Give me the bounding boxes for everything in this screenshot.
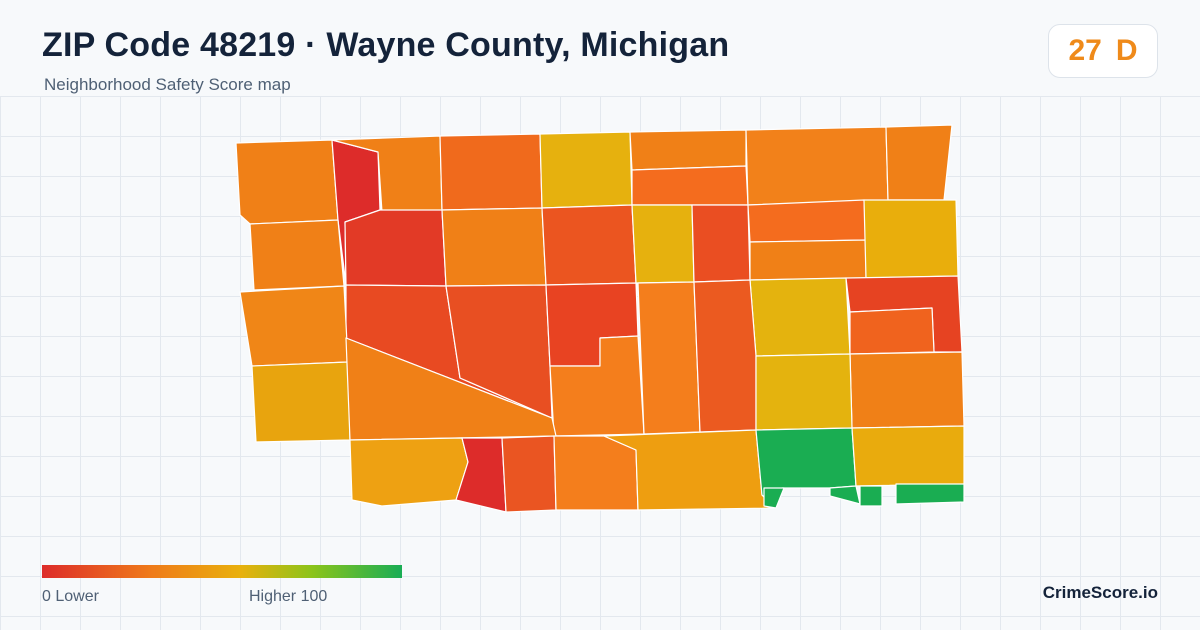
page-subtitle: Neighborhood Safety Score map <box>44 75 291 94</box>
tract-7 <box>631 165 749 206</box>
brand-logo-text: CrimeScore.io <box>1042 583 1158 602</box>
tract-17 <box>749 239 867 281</box>
tract-34 <box>455 437 507 513</box>
safety-score-value: 27 <box>1068 34 1102 67</box>
tract-29 <box>755 353 853 431</box>
legend-max-label: Higher 100 <box>249 588 328 605</box>
tract-31 <box>251 361 351 443</box>
legend-color-scale <box>42 565 402 578</box>
tract-39 <box>829 485 861 505</box>
tract-24 <box>749 277 851 357</box>
tract-1 <box>235 139 339 225</box>
tract-33 <box>349 437 469 507</box>
tract-18 <box>863 199 959 279</box>
tract-9 <box>885 124 953 201</box>
tract-35 <box>501 435 557 513</box>
safety-score-badge: 27 D <box>1048 24 1158 78</box>
tract-38-fragment-3 <box>763 487 785 509</box>
tract-5 <box>539 131 633 209</box>
tract-38-fragment-2 <box>895 483 965 505</box>
tract-6 <box>629 129 747 171</box>
tract-28 <box>849 351 965 429</box>
tract-15 <box>691 204 751 283</box>
tract-40 <box>851 425 965 487</box>
tract-38-fragment-1 <box>859 485 883 507</box>
tract-23 <box>637 281 701 435</box>
tract-16 <box>747 199 867 243</box>
tract-26 <box>849 307 935 355</box>
tract-4 <box>439 133 543 211</box>
tract-10 <box>249 219 345 291</box>
tract-36 <box>553 435 639 511</box>
tract-8 <box>745 126 889 206</box>
tract-12 <box>441 207 547 287</box>
tract-27 <box>693 279 757 433</box>
page-title: ZIP Code 48219 · Wayne County, Michigan <box>42 26 730 64</box>
tract-14 <box>631 204 695 284</box>
legend-min-label: 0 Lower <box>42 588 99 605</box>
safety-grade: D <box>1115 34 1138 67</box>
tract-13 <box>541 204 637 286</box>
tract-30 <box>239 285 349 367</box>
tract-11 <box>344 209 447 287</box>
tract-layer <box>235 124 965 513</box>
